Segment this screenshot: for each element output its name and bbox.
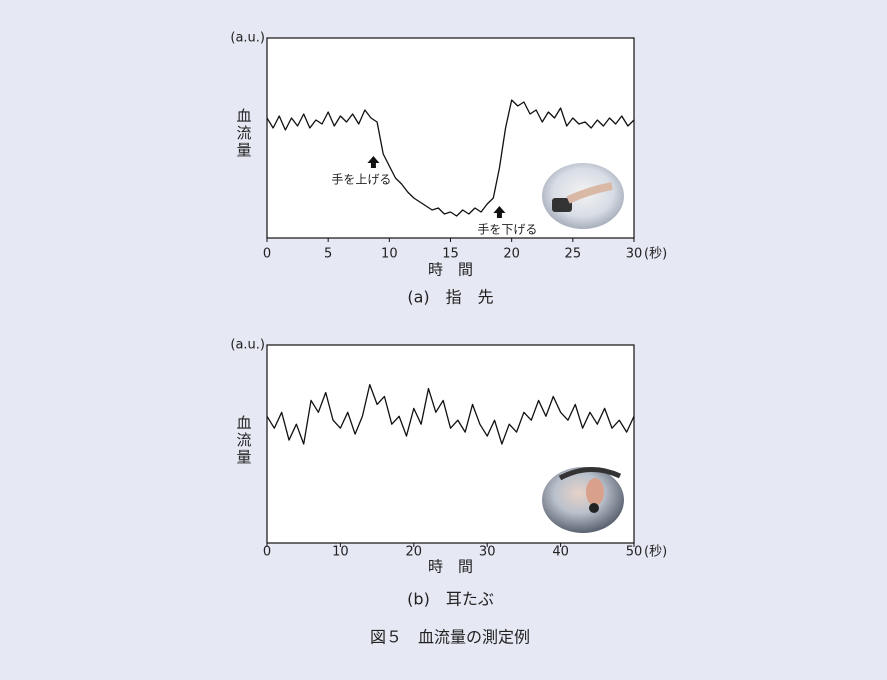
x-tick-label: 5 <box>324 247 332 262</box>
x-tick-label: 30 <box>626 247 643 262</box>
subcaption: (b) 耳たぶ <box>407 590 494 609</box>
annotation: 手を上げる <box>331 173 391 187</box>
annotation: 手を下げる <box>477 223 537 237</box>
x-tick-label: 15 <box>442 247 459 262</box>
x-tick-label: 0 <box>263 545 271 560</box>
x-unit: (秒) <box>644 545 667 560</box>
x-axis-label: 時 間 <box>428 558 473 576</box>
photo-finger <box>542 163 624 229</box>
x-axis-label: 時 間 <box>428 261 473 279</box>
photo-ear <box>542 467 624 533</box>
y-unit: (a.u.) <box>230 31 265 46</box>
x-tick-label: 40 <box>552 545 569 560</box>
x-tick-label: 30 <box>479 545 496 560</box>
x-tick-label: 10 <box>381 247 398 262</box>
x-tick-label: 10 <box>332 545 349 560</box>
y-unit: (a.u.) <box>230 338 265 353</box>
figure: 図５ 血流量の測定例 (a.u.)血流量051015202530(秒)時 間(a… <box>0 0 887 680</box>
x-tick-label: 20 <box>406 545 423 560</box>
x-tick-label: 50 <box>626 545 643 560</box>
y-axis-label: 血流量 <box>235 415 253 466</box>
x-tick-label: 25 <box>565 247 582 262</box>
page: {"figure_caption": "図５ 血流量の測定例", "chart_… <box>0 0 887 680</box>
subcaption: (a) 指 先 <box>407 288 493 307</box>
figure-caption: 図５ 血流量の測定例 <box>370 628 530 647</box>
x-unit: (秒) <box>644 247 667 262</box>
y-axis-label: 血流量 <box>235 108 253 159</box>
x-tick-label: 0 <box>263 247 271 262</box>
x-tick-label: 20 <box>503 247 520 262</box>
